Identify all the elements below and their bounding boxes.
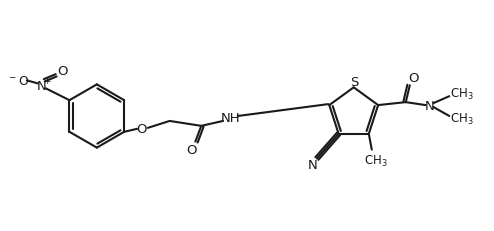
- Text: +: +: [43, 77, 50, 85]
- Text: N: N: [425, 99, 434, 112]
- Text: NH: NH: [221, 112, 241, 125]
- Text: $^-$O: $^-$O: [7, 75, 29, 88]
- Text: O: O: [409, 72, 419, 85]
- Text: CH$_3$: CH$_3$: [450, 112, 474, 127]
- Text: O: O: [186, 143, 197, 156]
- Text: O: O: [137, 123, 147, 136]
- Text: CH$_3$: CH$_3$: [450, 86, 474, 101]
- Text: S: S: [351, 76, 359, 88]
- Text: N: N: [37, 79, 46, 92]
- Text: O: O: [57, 65, 68, 78]
- Text: N: N: [308, 158, 318, 171]
- Text: CH$_3$: CH$_3$: [364, 153, 388, 168]
